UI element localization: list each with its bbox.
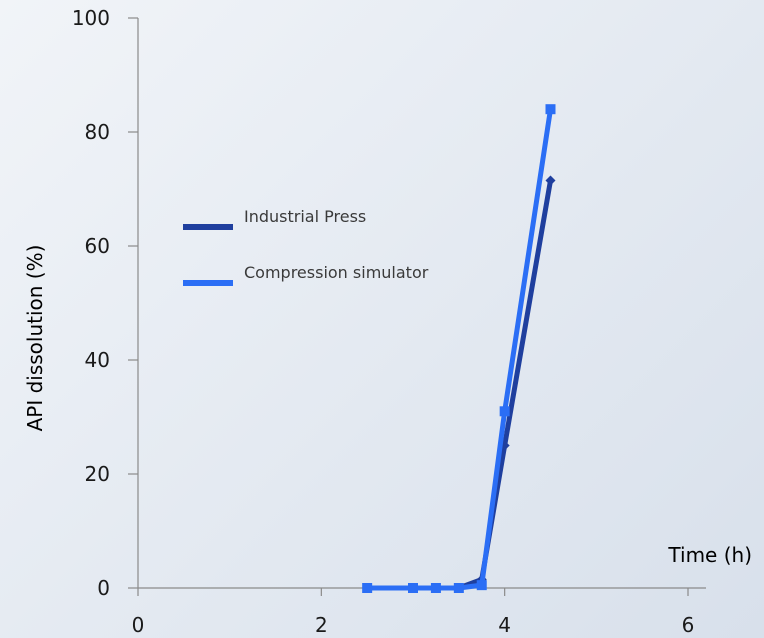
- y-tick-label: 60: [85, 234, 110, 258]
- legend-label: Industrial Press: [244, 207, 366, 226]
- data-point: [476, 580, 487, 591]
- x-tick-label: 2: [315, 613, 328, 637]
- data-point: [430, 583, 441, 593]
- data-point: [453, 583, 464, 593]
- data-point: [545, 104, 556, 115]
- data-point: [499, 406, 510, 417]
- y-tick-label: 80: [85, 120, 110, 144]
- axes: [137, 18, 706, 589]
- series-2: [362, 104, 556, 593]
- series-1: [362, 175, 556, 593]
- y-tick-label: 100: [72, 6, 110, 30]
- y-tick-label: 20: [85, 462, 110, 486]
- data-point: [408, 583, 418, 593]
- x-tick-label: 4: [498, 613, 511, 637]
- legend-label: Compression simulator: [244, 263, 429, 282]
- y-tick-label: 40: [85, 348, 110, 372]
- y-tick-label: 0: [97, 576, 110, 600]
- data-point: [545, 175, 556, 186]
- legend: Industrial Press Compression simulator: [183, 207, 429, 286]
- data-point: [362, 583, 373, 593]
- series-layer: [362, 104, 556, 593]
- x-tick-label: 6: [682, 613, 695, 637]
- x-tick-label: 0: [132, 613, 145, 637]
- y-axis-label: API dissolution (%): [23, 245, 47, 432]
- series-line: [367, 180, 553, 591]
- tick-labels: 0 20 40 60 80 100 0 2 4 6: [72, 6, 695, 637]
- x-axis-label: Time (h): [667, 543, 752, 567]
